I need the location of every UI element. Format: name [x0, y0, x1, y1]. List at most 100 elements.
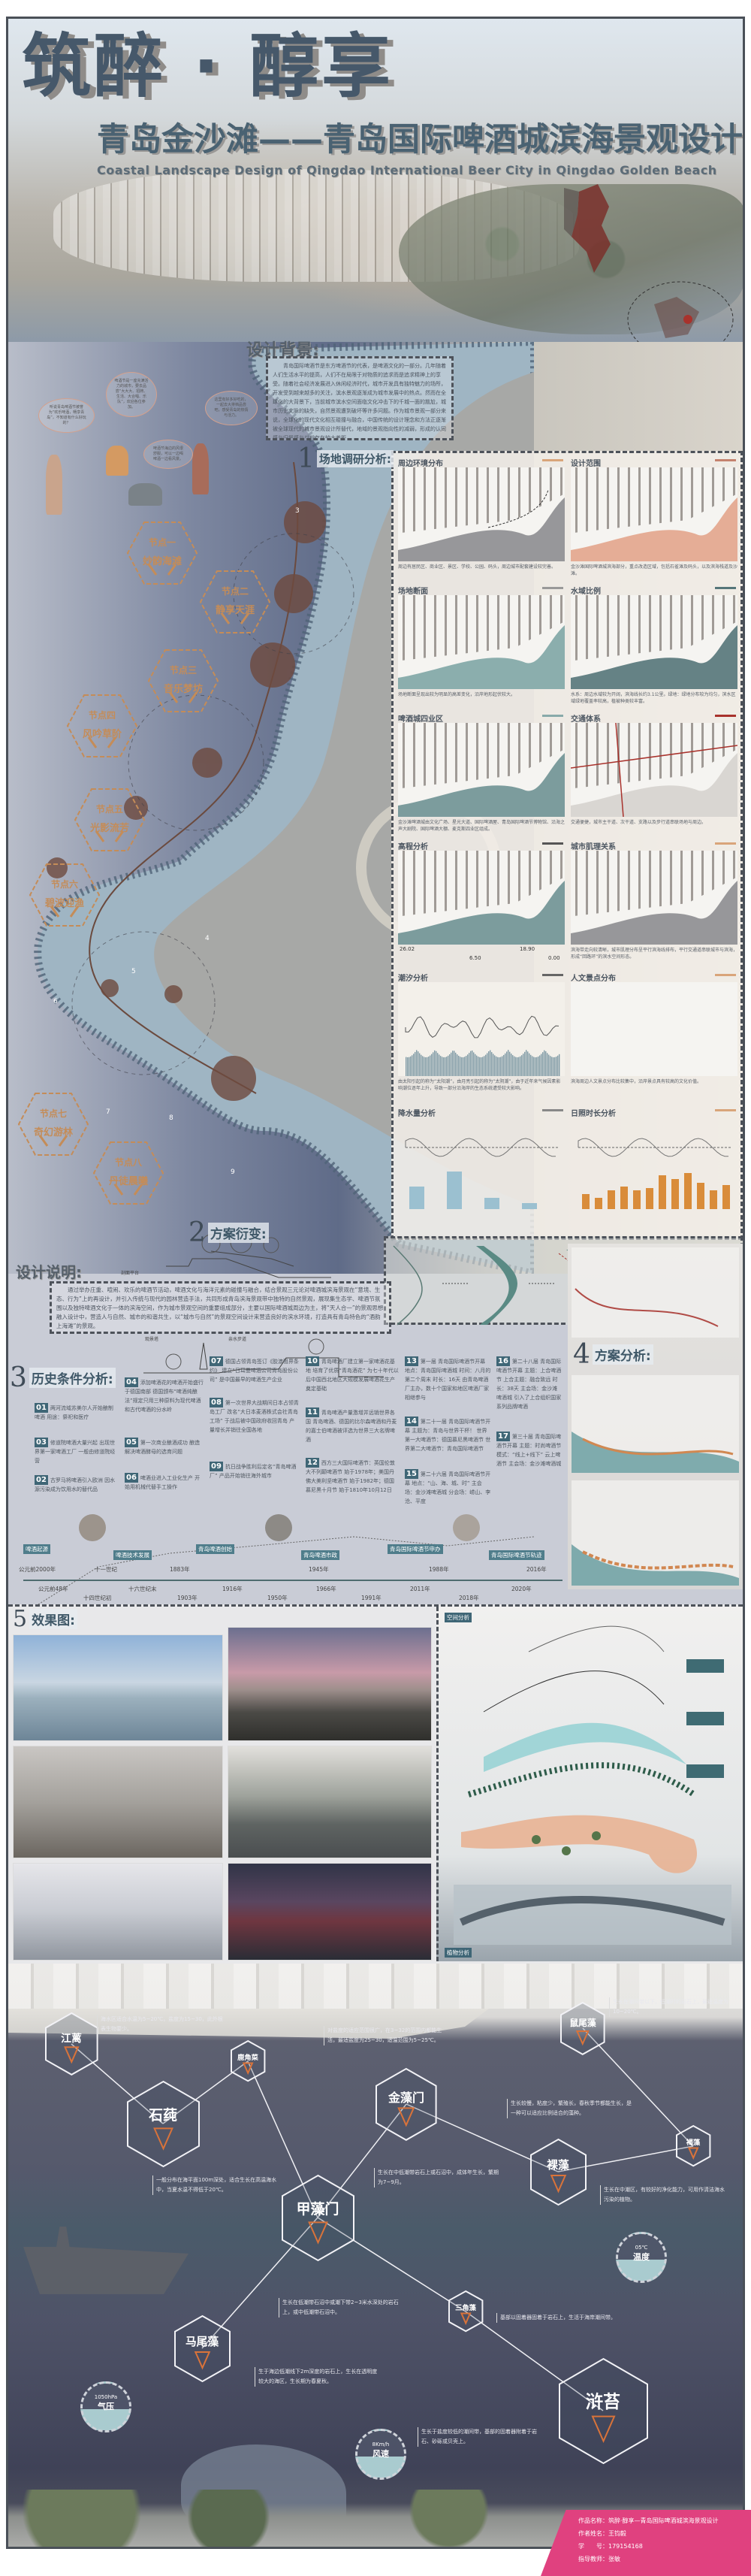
- algae-description: 生长在中低潮带岩石上或石沼中，成体年生长，繁期为7~9月。: [374, 2168, 502, 2187]
- node-title: 节点四: [88, 710, 116, 721]
- timeline-category-tag: 青岛国际啤酒节轨迹: [489, 1550, 544, 1560]
- node-name: 静享天涯: [215, 605, 255, 616]
- rendering-night-view[interactable]: [228, 1863, 432, 1961]
- marker-4: 4: [205, 935, 210, 942]
- panel-title: 啤酒城四业区: [398, 715, 443, 724]
- node-name: 音乐梦坊: [163, 684, 203, 695]
- timeline-year: 公元前2000年: [19, 1566, 56, 1573]
- section-label: 方案衍变:: [207, 1223, 269, 1243]
- timeline-year: 1966年: [316, 1586, 336, 1592]
- algae-node[interactable]: 马尾藻: [173, 2314, 231, 2383]
- analysis-panel: 啤酒城四业区 金沙滩啤酒城由文化广场、星光大道、国际啤酒屋、青岛国际啤酒节博物馆、…: [398, 712, 565, 833]
- space-analysis-label: 空间分析: [445, 1613, 472, 1622]
- node-title: 节点七: [39, 1108, 67, 1119]
- section-label: 历史条件分析:: [29, 1368, 116, 1388]
- plant-analysis-label: 植物分析: [445, 1948, 472, 1958]
- speech-bubble: 这里有好多好吃的，一起去大排档品尝吧，感受青岛的热情与活力。: [205, 391, 258, 425]
- speech-bubble: 啤酒节海边的风很舒服，可以一边喝啤酒一边看风景。: [143, 440, 193, 469]
- algae-node[interactable]: 裸藻: [529, 2138, 587, 2206]
- event-text: 第二十一届 青岛国际啤酒节开幕 主题为：青岛与世界干杯！ 世界第一大啤酒节：德国…: [405, 1419, 491, 1452]
- algae-node[interactable]: 鹿角菜: [230, 2039, 266, 2082]
- section-label-tower: 观景塔: [145, 1337, 159, 1342]
- hexagon-frame-icon: [17, 1093, 89, 1156]
- algae-name: 石莼: [149, 2107, 177, 2124]
- timeline-year: 1945年: [309, 1566, 329, 1573]
- algae-node[interactable]: 甲藻门: [281, 2174, 355, 2262]
- algae-node[interactable]: 江蓠: [44, 2012, 99, 2076]
- algae-name: 江蓠: [61, 2033, 82, 2045]
- analysis-panel: 日照时长分析: [571, 1107, 737, 1211]
- description-textbox: 通过举办庄重、喧闹、欢乐的啤酒节活动，啤酒文化与海洋元素的碰撞与融合，结合景观三…: [50, 1281, 391, 1334]
- credit-author: 作者姓名：王钧毅: [578, 2530, 626, 2537]
- event-text: 第二十六届 青岛国际啤酒节开幕 地点：“山、海、城、时” 主会场：金沙滩啤酒城 …: [405, 1471, 491, 1504]
- event-text: 青岛啤酒产量激增并远销世界各国 青岛啤酒、德国的比尔森啤酒和丹麦的嘉士伯啤酒被评…: [306, 1410, 397, 1443]
- analysis-panel: 场地断面 场地断面呈现出较为明显的高差变化，沿岸地形起伏较大。: [398, 585, 565, 698]
- analysis-panel: 城市肌理关系 滨海带走向较清晰，城市肌理分布呈平行滨海线排布，平行交通道串联城市与…: [571, 840, 737, 960]
- algae-name: 鹿角菜: [237, 2054, 258, 2063]
- elevation-label: 18.90: [520, 946, 535, 952]
- algae-name: 三角藻: [455, 2304, 476, 2313]
- node-7[interactable]: 节点七 奇幻游林: [17, 1092, 89, 1156]
- node-3[interactable]: 节点三 音乐梦坊: [147, 649, 219, 713]
- panel-caption: 滨海周边人文景点分布比较集中，沿岸景点具有较高的文化价值。: [571, 1079, 702, 1084]
- hexagon-icon: [230, 2040, 266, 2082]
- node-2[interactable]: 节点二 静享天涯: [199, 570, 271, 634]
- section-number: 1: [297, 443, 315, 474]
- timeline-event: 14 第二十一届 青岛国际啤酒节开幕 主题为：青岛与世界干杯！ 世界第一大啤酒节：…: [405, 1416, 491, 1453]
- gauge-value: 8Km/h: [372, 2441, 390, 2448]
- panel-title: 场地断面: [398, 588, 428, 596]
- city-skyline: [8, 1964, 743, 2009]
- analysis-panel: 人文景点分布 滨海周边人文景点分布比较集中，沿岸景点具有较高的文化价值。: [571, 972, 737, 1085]
- rendering-misty-garden[interactable]: [13, 1746, 223, 1858]
- elevation-label: 26.02: [400, 946, 415, 952]
- timeline-category-tag: 啤酒起源: [23, 1544, 50, 1554]
- credit-work-title: 作品名称：筑醉·醇享—青岛国际啤酒城滨海景观设计: [578, 2517, 719, 2524]
- rendering-shell-structure[interactable]: [13, 1863, 223, 1961]
- timeline-event: 11 青岛啤酒产量激增并远销世界各国 青岛啤酒、德国的比尔森啤酒和丹麦的嘉士伯啤酒…: [306, 1407, 400, 1444]
- page-subtitle-english: Coastal Landscape Design of Qingdao Inte…: [97, 163, 717, 177]
- section-label-platform: 剖面平台: [121, 1271, 140, 1276]
- panel-map: [398, 723, 565, 817]
- algae-description: 海水区适合水温为5~20℃，盐度为15~30，此外根表生物要少。: [97, 2015, 225, 2034]
- algae-node[interactable]: 金藻门: [375, 2067, 438, 2142]
- event-text: 两河流域苏美尔人开始酿制啤酒 用途：祭祀和医疗: [35, 1405, 113, 1420]
- legend-swatch: [542, 1109, 563, 1111]
- event-number: 02: [35, 1475, 48, 1485]
- algae-node[interactable]: 褐藻: [675, 2124, 711, 2167]
- node-title: 节点五: [95, 804, 123, 815]
- algae-node[interactable]: 鼠尾藻: [559, 2001, 606, 2056]
- person-illustration: [128, 483, 162, 506]
- rendering-sunset-promenade[interactable]: [228, 1627, 432, 1741]
- event-text: 第三十届 青岛国际啤酒节开幕 主题：时尚啤酒节 模式：“线上+线下” 云上啤酒节…: [496, 1434, 562, 1467]
- rendering-rainy-plaza[interactable]: [228, 1746, 432, 1858]
- panel-map: [398, 467, 565, 561]
- algae-description: 对盐度的适应范围很广，在3~32的范围内都能生活，最适盐度为25~30，适温范围…: [324, 2026, 451, 2045]
- event-number: 11: [306, 1407, 319, 1417]
- timeline-event: 13 第一届 青岛国际啤酒节开幕 地点：青岛国际啤酒城 时间：八月的第二个周末 时…: [405, 1356, 491, 1402]
- section-scheme-heading: 4 方案分析:: [573, 1339, 653, 1370]
- node-1[interactable]: 节点一 妙韵海滩: [126, 521, 198, 585]
- algae-node[interactable]: 浒苔: [558, 2357, 649, 2465]
- panel-map: [571, 467, 737, 561]
- rendering-waterfront-pavilion[interactable]: [13, 1634, 223, 1741]
- panel-title: 高程分析: [398, 843, 428, 851]
- gauge-label: 温度: [633, 2252, 650, 2262]
- node-8[interactable]: 节点八 丹徒晨曦: [92, 1141, 164, 1205]
- exploded-axonometric: [454, 1625, 731, 1945]
- node-4[interactable]: 节点四 风吟草阶: [66, 694, 138, 758]
- algae-node[interactable]: 三角藻: [448, 2290, 484, 2333]
- panel-caption: 水系：周边水域较为开阔，滨海线长约3.1公里。绿地：绿地分布较为均匀，滨水区域绿…: [571, 692, 736, 704]
- node-5[interactable]: 节点五 光影流芳: [74, 788, 146, 852]
- elevation-label: 0.00: [548, 955, 560, 961]
- node-6[interactable]: 节点六 碧波迎渔: [29, 863, 101, 927]
- analysis-panel: 水域比例 水系：周边水域较为开阔，滨海线长约3.1公里。绿地：绿地分布较为均匀，滨…: [571, 585, 737, 705]
- legend-swatch: [715, 715, 736, 717]
- node-name: 奇幻游林: [33, 1127, 73, 1138]
- hexagon-icon: [448, 2290, 484, 2333]
- analysis-panel: 交通体系 交通便捷，城市主干道、次干道、支路以及步行道串联场地与周边。: [571, 712, 737, 826]
- algae-node[interactable]: 石莼: [126, 2080, 201, 2168]
- timeline-event: 15 第二十六届 青岛国际啤酒节开幕 地点：“山、海、城、时” 主会场：金沙滩啤酒…: [405, 1469, 491, 1506]
- legend-swatch: [542, 459, 563, 461]
- timeline-year: 十四世纪初: [83, 1595, 112, 1601]
- hexagon-icon: [560, 2001, 605, 2055]
